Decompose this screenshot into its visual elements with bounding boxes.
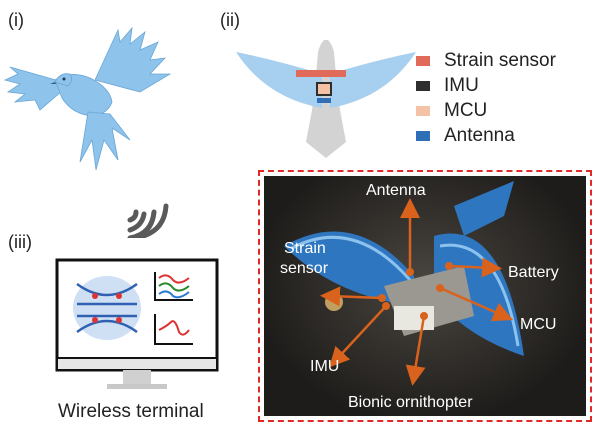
legend-label: Antenna bbox=[444, 125, 515, 146]
wireless-icon bbox=[127, 203, 169, 238]
legend-swatch bbox=[416, 131, 430, 141]
ornithopter-photo-drawing bbox=[284, 181, 524, 356]
label-ornithopter: Bionic ornithopter bbox=[348, 394, 473, 411]
antenna-shape bbox=[317, 98, 331, 103]
label-strain-sensor-line1: Strain bbox=[284, 240, 326, 257]
legend-item-strain-sensor: Strain sensor bbox=[416, 50, 556, 72]
ornithopter-schematic bbox=[236, 40, 416, 158]
legend-item-imu: IMU bbox=[416, 75, 479, 97]
label-mcu: MCU bbox=[520, 316, 557, 333]
bird-illustration bbox=[3, 26, 172, 171]
strain-sensor-shape bbox=[296, 70, 346, 77]
legend-swatch bbox=[416, 106, 430, 116]
panel-label-i: (i) bbox=[8, 10, 24, 30]
monitor-icon bbox=[55, 258, 219, 389]
panel-label-iii: (iii) bbox=[8, 232, 32, 252]
label-battery: Battery bbox=[508, 264, 559, 281]
panel-label-ii: (ii) bbox=[220, 10, 240, 30]
legend-label: Strain sensor bbox=[444, 50, 556, 71]
legend-item-antenna: Antenna bbox=[416, 125, 515, 147]
legend-item-mcu: MCU bbox=[416, 100, 487, 122]
ornithopter-photo: Antenna Strain sensor Battery MCU IMU Bi… bbox=[264, 176, 586, 416]
label-antenna: Antenna bbox=[366, 182, 426, 199]
label-arrows bbox=[320, 198, 514, 386]
terminal-label: Wireless terminal bbox=[58, 401, 204, 422]
legend-swatch bbox=[416, 81, 430, 91]
legend-label: MCU bbox=[444, 100, 488, 121]
photo-frame: Antenna Strain sensor Battery MCU IMU Bi… bbox=[258, 170, 592, 422]
label-strain-sensor-line2: sensor bbox=[280, 260, 329, 277]
label-imu: IMU bbox=[310, 358, 340, 375]
legend-label: IMU bbox=[444, 75, 479, 96]
legend-swatch bbox=[416, 56, 430, 66]
mcu-shape bbox=[318, 84, 330, 94]
